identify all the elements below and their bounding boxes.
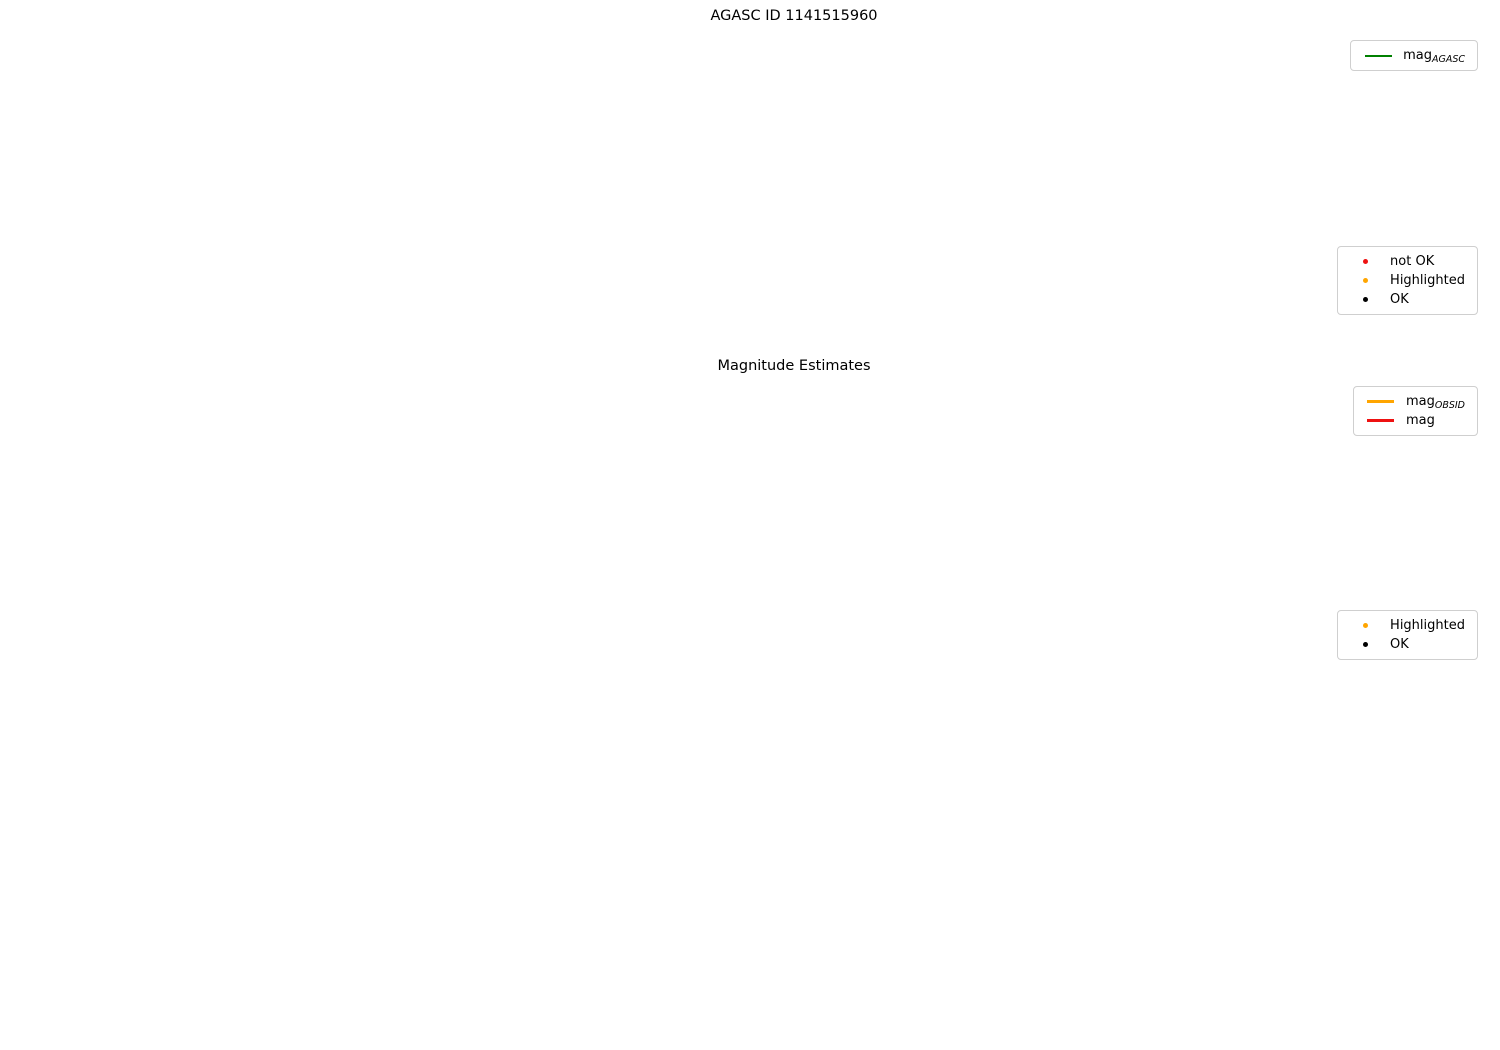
legend-entry: mag	[1364, 411, 1467, 430]
legend-swatch-wrap	[1366, 419, 1396, 422]
legend-swatch-wrap	[1350, 259, 1380, 264]
legend-swatch-wrap	[1363, 54, 1393, 57]
legend-label: OK	[1390, 292, 1409, 307]
legend-label: mag	[1405, 413, 1435, 428]
chart-title-magnitude-estimates: Magnitude Estimates	[717, 358, 871, 374]
legend-entry: OK	[1348, 635, 1467, 654]
legend-label: magAGASC	[1403, 48, 1465, 65]
orange-line-swatch	[1367, 400, 1395, 403]
black-dot-swatch	[1362, 642, 1368, 647]
legend-swatch-wrap	[1350, 623, 1380, 628]
legend-mag-lines: magOBSID mag	[1352, 386, 1478, 436]
orange-dot-swatch	[1362, 623, 1368, 628]
legend-label: Highlighted	[1390, 618, 1465, 633]
legend-entry: magAGASC	[1361, 46, 1467, 65]
legend-mag-agasc: magAGASC	[1350, 40, 1478, 71]
legend-entry: not OK	[1348, 252, 1467, 271]
black-dot-swatch	[1362, 297, 1368, 302]
legend-swatch-wrap	[1366, 400, 1396, 403]
legend-label: OK	[1390, 637, 1409, 652]
legend-entry: magOBSID	[1364, 392, 1467, 411]
legend-entry: Highlighted	[1348, 616, 1467, 635]
legend-entry: OK	[1348, 290, 1467, 309]
green-line-swatch	[1364, 54, 1392, 57]
chart-title-agasc: AGASC ID 1141515960	[710, 8, 878, 24]
legend-label: Highlighted	[1390, 273, 1465, 288]
legend-label: not OK	[1390, 254, 1435, 269]
legend-swatch-wrap	[1350, 278, 1380, 283]
legend-entry: Highlighted	[1348, 271, 1467, 290]
red-dot-swatch	[1362, 259, 1368, 264]
legend-label: magOBSID	[1405, 394, 1465, 411]
red-line-swatch	[1367, 419, 1395, 422]
legend-quality: not OK Highlighted OK	[1337, 246, 1478, 315]
legend-swatch-wrap	[1350, 642, 1380, 647]
orange-dot-swatch	[1362, 278, 1368, 283]
legend-quality-2: Highlighted OK	[1337, 610, 1478, 660]
legend-swatch-wrap	[1350, 297, 1380, 302]
